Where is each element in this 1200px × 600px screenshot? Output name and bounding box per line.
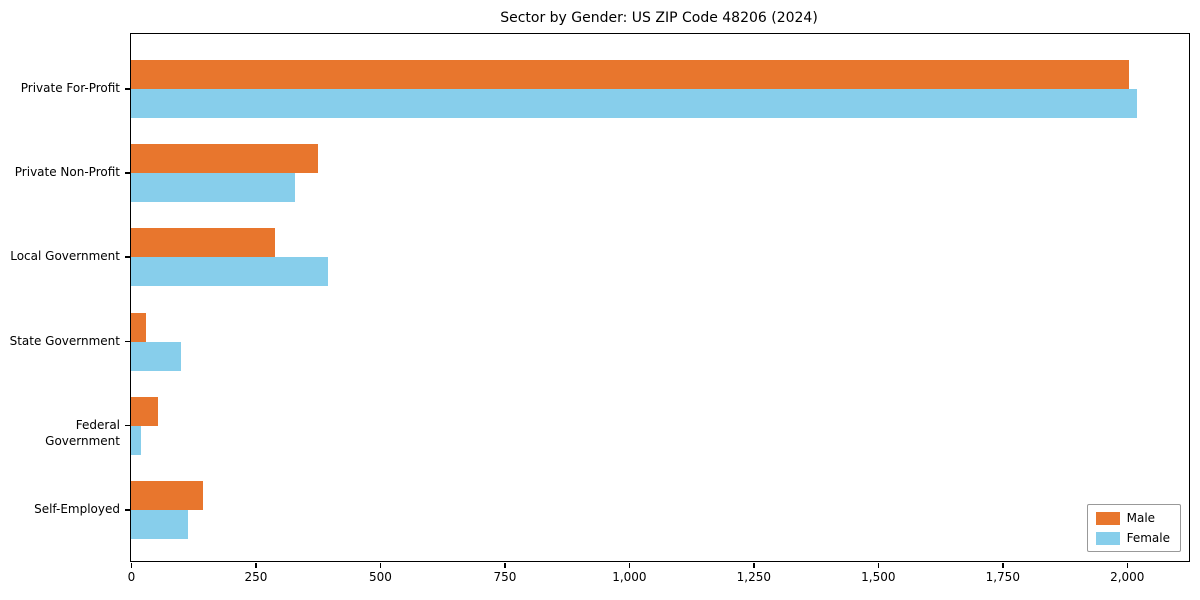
- y-tick-mark: [125, 424, 130, 427]
- y-tick-label: Self-Employed: [34, 502, 120, 516]
- x-tick-mark: [504, 563, 506, 568]
- legend-label: Female: [1126, 531, 1170, 545]
- x-tick-label: 1,000: [612, 570, 647, 584]
- x-tick-mark: [1126, 563, 1128, 568]
- y-tick-mark: [125, 172, 130, 174]
- bar-female-0: [131, 89, 1137, 118]
- x-tick-label: 750: [493, 570, 517, 584]
- bar-male-4: [131, 396, 159, 426]
- x-tick-mark: [1002, 563, 1004, 568]
- y-tick-label: Local Government: [10, 249, 120, 264]
- x-tick-mark: [379, 563, 382, 568]
- x-tick-label: 2,000: [1110, 570, 1145, 584]
- y-tick-mark: [125, 88, 130, 90]
- x-tick-mark: [877, 563, 880, 568]
- bar-male-1: [131, 144, 318, 174]
- bar-female-1: [131, 173, 296, 203]
- x-tick-label: 0: [127, 570, 136, 584]
- bar-female-3: [131, 341, 181, 371]
- legend-swatch-female: [1095, 531, 1120, 545]
- x-tick-label: 500: [368, 570, 392, 584]
- x-tick-mark: [753, 563, 755, 568]
- chart-title: Sector by Gender: US ZIP Code 48206 (202…: [500, 10, 818, 26]
- bar-male-3: [131, 312, 146, 342]
- legend-label: Male: [1126, 511, 1156, 525]
- y-tick-mark: [125, 340, 130, 343]
- y-tick-mark: [125, 509, 130, 511]
- y-tick-label: Private Non-Profit: [14, 165, 120, 180]
- legend: Male Female: [1086, 504, 1181, 552]
- x-tick-mark: [255, 563, 257, 568]
- bar-female-2: [131, 257, 328, 287]
- y-tick-label: Private For-Profit: [20, 81, 120, 95]
- x-tick-label: 1,750: [985, 570, 1020, 584]
- legend-swatch-male: [1095, 511, 1120, 525]
- plot-area: Male Female: [130, 33, 1190, 562]
- bar-male-5: [131, 481, 204, 510]
- x-tick-mark: [130, 563, 133, 568]
- y-tick-label: State Government: [9, 333, 120, 348]
- y-tick-mark: [125, 256, 130, 258]
- bar-female-5: [131, 510, 189, 539]
- bar-male-2: [131, 228, 276, 258]
- legend-entry-female: Female: [1095, 531, 1170, 545]
- x-tick-label: 250: [244, 570, 268, 584]
- x-tick-label: 1,500: [861, 570, 896, 584]
- bar-female-4: [131, 425, 141, 455]
- x-tick-mark: [628, 563, 631, 568]
- x-tick-label: 1,250: [736, 570, 772, 584]
- y-tick-label: Federal Government: [45, 417, 120, 448]
- bar-male-0: [131, 60, 1130, 89]
- legend-entry-male: Male: [1095, 511, 1170, 525]
